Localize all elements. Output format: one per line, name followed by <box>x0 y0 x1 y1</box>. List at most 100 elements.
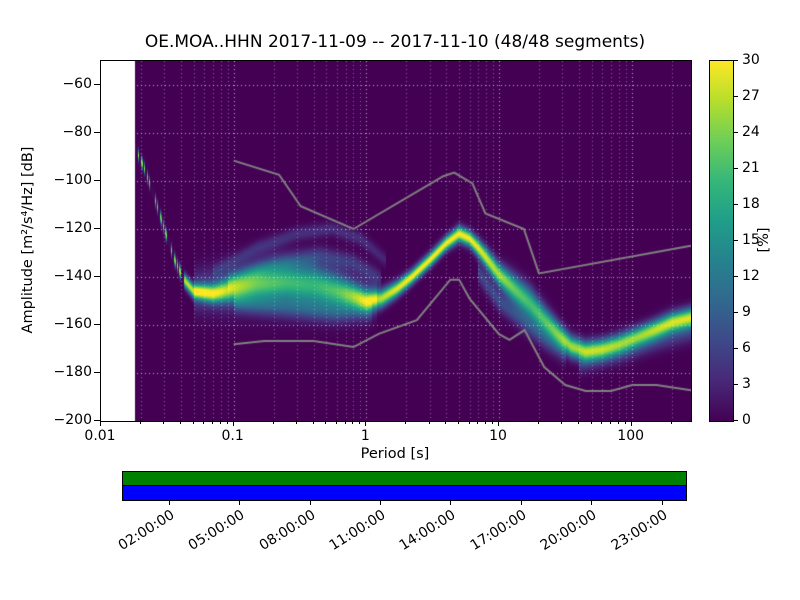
x-axis-tick <box>232 420 234 426</box>
time-tick-label: 08:00:00 <box>256 507 319 554</box>
x-axis-label: Period [s] <box>360 446 430 462</box>
colorbar-tick-label: 3 <box>742 376 751 392</box>
y-tick-label: −100 <box>53 172 92 188</box>
colorbar-tick-label: 6 <box>742 340 751 356</box>
x-axis-tick <box>630 420 632 426</box>
time-axis-tick <box>591 501 593 505</box>
x-tick-label: 100 <box>617 428 645 444</box>
colorbar <box>709 60 734 422</box>
y-axis-tick <box>94 84 100 85</box>
x-axis-minor-tick <box>561 420 563 424</box>
y-axis-tick <box>94 324 100 325</box>
x-axis-minor-tick <box>617 420 619 424</box>
colorbar-tick-label: 24 <box>742 124 760 140</box>
x-axis-minor-tick <box>163 420 165 424</box>
x-axis-minor-tick <box>325 420 327 424</box>
time-axis-tick <box>520 501 522 505</box>
x-axis-minor-tick <box>610 420 612 424</box>
time-axis-tick <box>168 501 170 505</box>
colorbar-tick <box>734 204 738 205</box>
x-tick-label: 0.01 <box>84 428 116 444</box>
y-tick-label: −180 <box>53 364 92 380</box>
y-axis-tick <box>94 228 100 229</box>
y-axis-label: Amplitude [m²/s⁴/Hz] [dB] <box>20 146 36 334</box>
y-axis-tick <box>94 420 100 421</box>
colorbar-tick <box>734 312 738 313</box>
y-axis-tick <box>94 180 100 181</box>
colorbar-tick-label: 12 <box>742 268 760 284</box>
x-axis-minor-tick <box>601 420 603 424</box>
y-tick-label: −120 <box>53 220 92 236</box>
y-tick-label: −140 <box>53 268 92 284</box>
colorbar-tick <box>734 132 738 133</box>
colorbar-tick <box>734 420 738 421</box>
time-tick-label: 23:00:00 <box>608 507 671 554</box>
colorbar-tick <box>734 348 738 349</box>
colorbar-tick <box>734 60 738 61</box>
x-axis-minor-tick <box>179 420 181 424</box>
time-axis-tick <box>239 501 241 505</box>
x-axis-minor-tick <box>491 420 493 424</box>
x-axis-minor-tick <box>458 420 460 424</box>
colorbar-tick <box>734 384 738 385</box>
x-axis-minor-tick <box>624 420 626 424</box>
x-axis-minor-tick <box>139 420 141 424</box>
ppsd-plot-area <box>100 60 692 422</box>
x-axis-minor-tick <box>192 420 194 424</box>
x-axis-minor-tick <box>212 420 214 424</box>
x-axis-tick <box>365 420 367 426</box>
time-tick-label: 17:00:00 <box>467 507 530 554</box>
time-axis-tick <box>309 501 311 505</box>
x-axis-minor-tick <box>577 420 579 424</box>
x-axis-minor-tick <box>468 420 470 424</box>
time-tick-label: 02:00:00 <box>115 507 178 554</box>
colorbar-tick <box>734 168 738 169</box>
x-axis-minor-tick <box>428 420 430 424</box>
x-axis-minor-tick <box>590 420 592 424</box>
availability-blue-stripe <box>123 486 686 500</box>
y-axis-tick <box>94 132 100 133</box>
y-tick-label: −160 <box>53 316 92 332</box>
x-axis-minor-tick <box>344 420 346 424</box>
availability-green-stripe <box>123 472 686 486</box>
colorbar-tick-label: 21 <box>742 160 760 176</box>
x-axis-minor-tick <box>312 420 314 424</box>
x-tick-label: 10 <box>489 428 507 444</box>
x-tick-label: 0.1 <box>221 428 244 444</box>
x-axis-minor-tick <box>219 420 221 424</box>
time-tick-label: 11:00:00 <box>326 507 389 554</box>
y-tick-label: −80 <box>62 124 92 140</box>
colorbar-tick <box>734 96 738 97</box>
time-axis-tick <box>450 501 452 505</box>
colorbar-tick-label: 9 <box>742 304 751 320</box>
colorbar-tick <box>734 276 738 277</box>
x-axis-tick <box>498 420 499 426</box>
x-axis-minor-tick <box>537 420 539 424</box>
x-axis-minor-tick <box>335 420 337 424</box>
x-axis-minor-tick <box>352 420 354 424</box>
colorbar-tick-label: 15 <box>742 232 760 248</box>
time-tick-label: 14:00:00 <box>397 507 459 554</box>
y-tick-label: −60 <box>62 76 92 92</box>
x-tick-label: 1 <box>360 428 370 444</box>
x-axis-minor-tick <box>272 420 274 424</box>
x-axis-minor-tick <box>445 420 447 424</box>
x-axis-minor-tick <box>405 420 407 424</box>
x-axis-minor-tick <box>477 420 479 424</box>
psd-heatmap-canvas <box>101 61 691 421</box>
x-axis-minor-tick <box>359 420 361 424</box>
x-axis-minor-tick <box>670 420 672 424</box>
colorbar-tick-label: 27 <box>742 88 760 104</box>
y-axis-tick <box>94 276 100 277</box>
colorbar-tick-label: 30 <box>742 52 760 68</box>
colorbar-tick-label: 18 <box>742 196 760 212</box>
time-axis-tick <box>661 501 663 505</box>
time-tick-label: 20:00:00 <box>537 507 600 554</box>
time-tick-label: 05:00:00 <box>185 507 248 554</box>
plot-title: OE.MOA..HHN 2017-11-09 -- 2017-11-10 (48… <box>144 32 646 52</box>
y-axis-tick <box>94 372 100 373</box>
colorbar-tick-label: 0 <box>742 412 751 428</box>
x-axis-tick <box>100 420 101 426</box>
availability-bar <box>122 471 687 501</box>
